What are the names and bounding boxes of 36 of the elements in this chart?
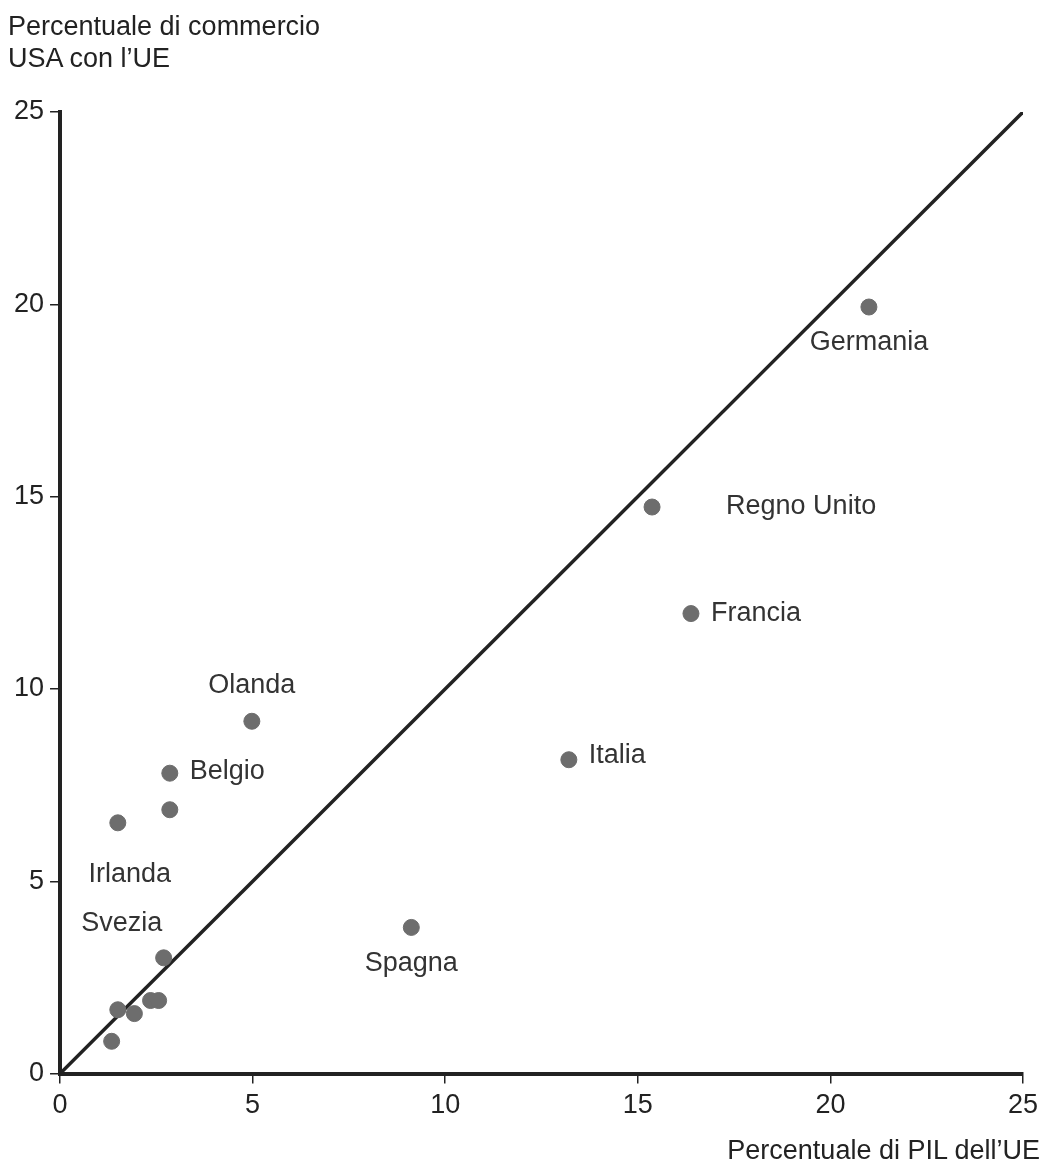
point [860, 298, 878, 316]
x-tick-label: 5 [245, 1089, 261, 1120]
x-tick-label: 0 [52, 1089, 68, 1120]
annotation: Italia [588, 739, 647, 770]
annotation: Olanda [208, 668, 297, 699]
point [682, 605, 700, 623]
annotation: Irlanda [88, 858, 173, 889]
annotation: Regno Unito [726, 490, 877, 521]
annotation: Francia [710, 597, 802, 628]
y-tick-label: 15 [13, 480, 45, 511]
point [155, 949, 173, 967]
point [109, 1001, 127, 1019]
y-axis-title: Percentuale di commercio USA con l’UE [8, 10, 321, 74]
y-tick-label: 10 [13, 672, 45, 703]
point [243, 712, 261, 730]
y-tick-label: 0 [29, 1057, 45, 1088]
point [125, 1005, 143, 1023]
annotation: Svezia [81, 907, 164, 938]
annotation: Belgio [189, 754, 265, 785]
point [109, 814, 127, 832]
point [560, 751, 578, 769]
x-axis-title: Percentuale di PIL dell’UE [727, 1134, 1040, 1166]
y-tick-label: 20 [13, 287, 45, 318]
y-tick-label: 25 [13, 95, 45, 126]
y-tick-label: 5 [29, 864, 45, 895]
point [643, 498, 661, 516]
point [161, 764, 179, 782]
x-tick-label: 20 [815, 1089, 846, 1120]
point [402, 918, 420, 936]
point [103, 1032, 121, 1050]
point [161, 801, 179, 819]
x-tick-label: 15 [622, 1089, 653, 1120]
x-tick-label: 10 [430, 1089, 461, 1120]
x-tick-label: 25 [1007, 1089, 1039, 1120]
annotation: Spagna [364, 946, 459, 977]
annotation: Germania [809, 326, 930, 357]
